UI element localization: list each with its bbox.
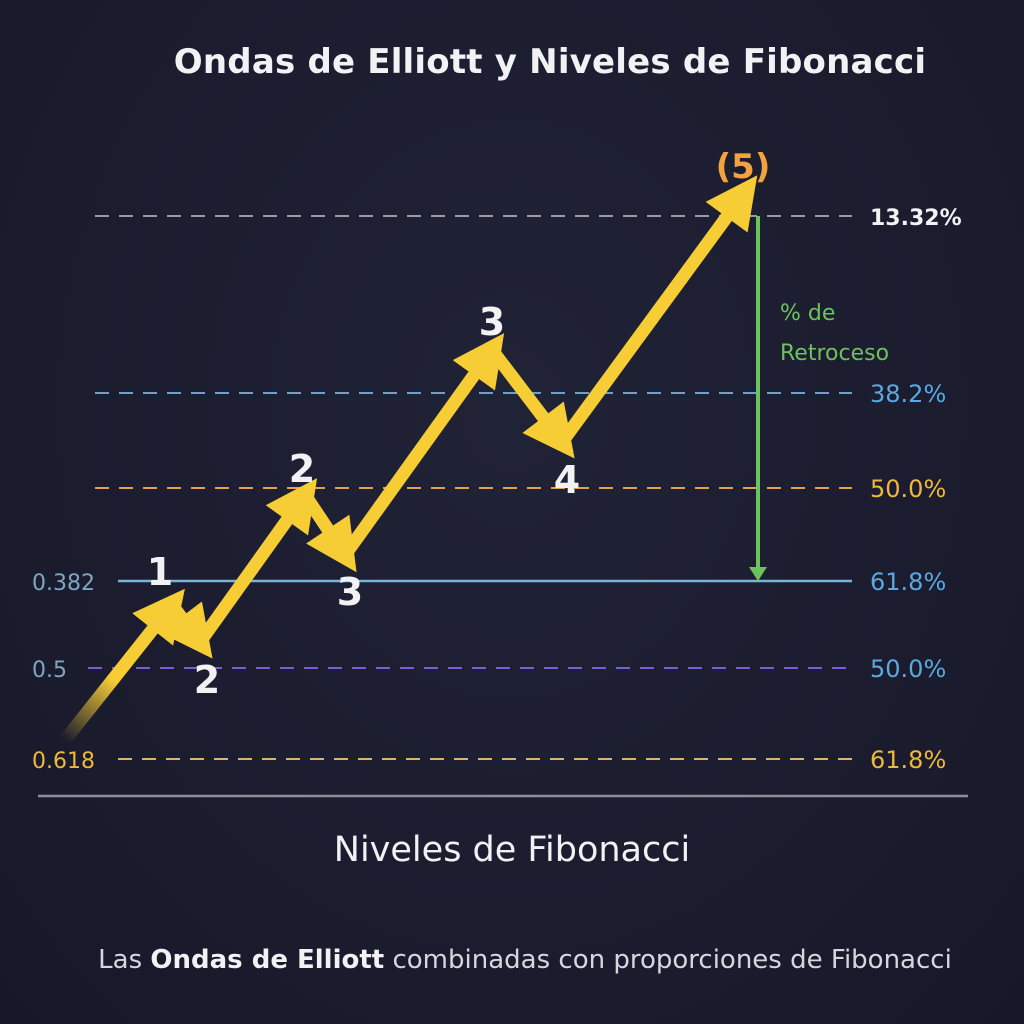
wave-labels: 1 2 2 3 3 4 (5) xyxy=(147,147,771,702)
wave-segment xyxy=(555,175,758,449)
wave-label: 2 xyxy=(289,447,315,491)
wave-segment xyxy=(338,333,505,562)
wave-label: 1 xyxy=(147,550,173,594)
wave-label: 4 xyxy=(554,458,580,502)
fib-right-label: 61.8% xyxy=(870,568,946,596)
wave-segment xyxy=(485,343,575,459)
wave-label: 3 xyxy=(337,570,363,614)
wave-label: 3 xyxy=(479,300,505,344)
caption-bold: Ondas de Elliott xyxy=(150,945,385,975)
fib-left-label: 0.5 xyxy=(32,658,67,683)
retracement-arrow: % de Retroceso xyxy=(749,216,889,581)
elliott-wave-path xyxy=(59,175,758,745)
caption: Las Ondas de Elliott combinadas con prop… xyxy=(0,945,1024,975)
caption-pre: Las xyxy=(98,945,151,975)
chart-title: Ondas de Elliott y Niveles de Fibonacci xyxy=(173,42,927,82)
wave-segment xyxy=(193,478,318,649)
fib-left-label: 0.382 xyxy=(32,571,95,596)
wave-label: (5) xyxy=(716,147,771,187)
fibonacci-levels: 13.32% 38.2% 50.0% 0.382 61.8% 0.5 50.0% 0.618 6… xyxy=(32,206,962,774)
chart-subtitle: Niveles de Fibonacci xyxy=(333,830,691,870)
wave-segment xyxy=(298,488,357,573)
fib-right-label: 50.0% xyxy=(870,655,946,683)
wave-label: 2 xyxy=(194,658,220,702)
fib-right-label: 38.2% xyxy=(870,380,946,408)
caption-post: combinadas con proporciones de Fibonacci xyxy=(384,945,952,975)
wave-segment xyxy=(160,598,213,659)
wave-segment xyxy=(59,588,185,745)
arrow-down-icon xyxy=(749,567,767,581)
fib-right-label: 61.8% xyxy=(870,746,946,774)
fib-right-label: 50.0% xyxy=(870,475,946,503)
retracement-label: % de xyxy=(780,301,835,326)
fib-right-label: 13.32% xyxy=(870,206,962,231)
fib-left-label: 0.618 xyxy=(32,749,95,774)
retracement-label: Retroceso xyxy=(780,341,889,366)
